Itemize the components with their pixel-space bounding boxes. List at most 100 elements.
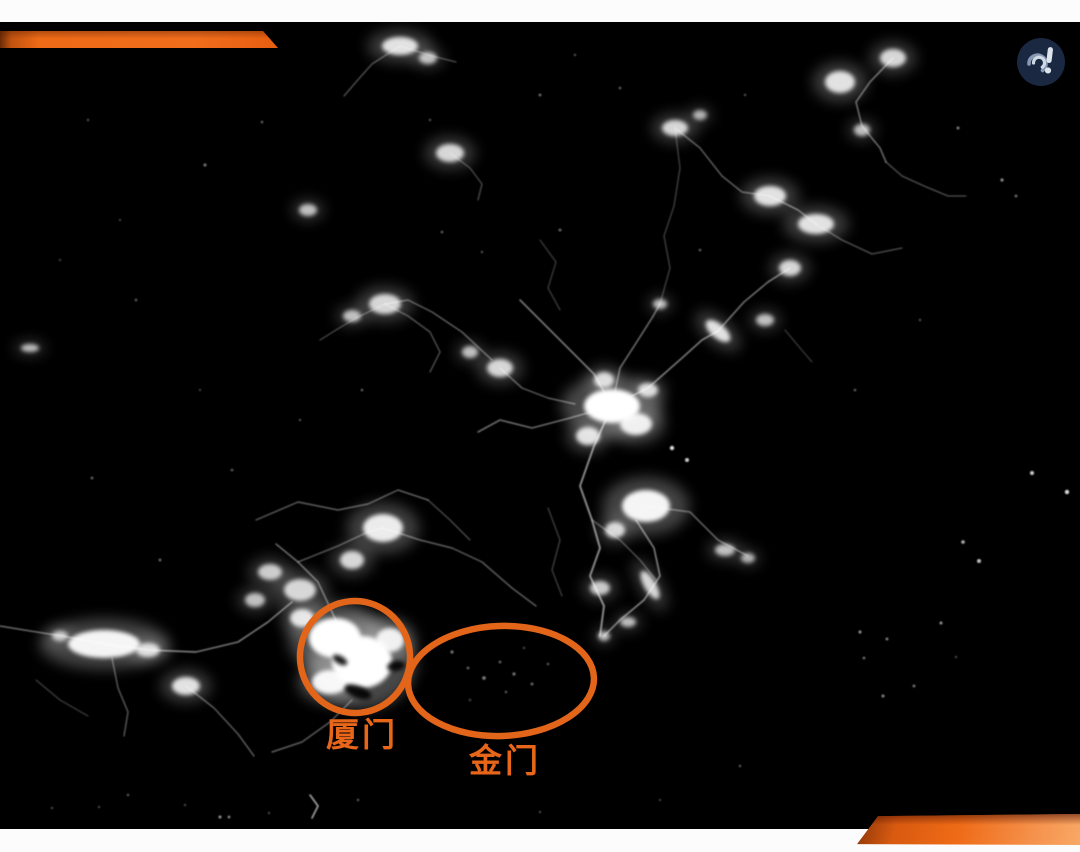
- light-dot: [97, 805, 101, 809]
- light-dot: [558, 228, 562, 232]
- light-dot: [203, 163, 207, 167]
- city-light-blob: [312, 670, 348, 694]
- water-shadow-layer: [332, 654, 405, 700]
- city-light-blob: [715, 544, 735, 556]
- road-segment: [885, 161, 967, 197]
- light-dot: [267, 811, 271, 815]
- city-light-blob: [590, 581, 610, 595]
- light-dot: [504, 690, 508, 694]
- xiamen-label: 厦门: [326, 716, 398, 753]
- road-segment: [784, 329, 813, 363]
- city-light-blob: [622, 490, 670, 522]
- light-dot: [853, 388, 857, 392]
- light-dot: [1064, 489, 1070, 495]
- exclamation-mark-icon: [1044, 47, 1053, 74]
- city-light-blob: [779, 260, 801, 276]
- road-segment: [659, 127, 681, 305]
- light-dot: [468, 698, 472, 702]
- city-light-blob: [172, 677, 200, 695]
- road-segment: [547, 507, 563, 597]
- city-light-blob: [825, 71, 855, 93]
- light-dot: [118, 218, 122, 222]
- city-light-blob: [693, 110, 707, 120]
- city-light-blob: [854, 124, 870, 136]
- road-segment: [539, 239, 561, 311]
- light-dot: [1030, 471, 1034, 475]
- road-segment: [111, 657, 129, 737]
- city-light-blob: [605, 522, 625, 538]
- light-dot: [738, 764, 742, 768]
- light-dot: [218, 815, 222, 819]
- light-dot: [977, 559, 981, 563]
- light-dot: [658, 798, 662, 802]
- city-light-blob: [741, 553, 755, 563]
- city-light-blob: [382, 37, 418, 55]
- city-light-blob: [638, 383, 658, 397]
- annotation-ellipses-layer: [296, 597, 598, 740]
- light-dot: [618, 86, 622, 90]
- light-dot: [885, 637, 889, 641]
- city-light-blob: [662, 120, 688, 136]
- roads-layer: [0, 45, 967, 819]
- city-light-blob: [68, 630, 140, 658]
- light-dot: [58, 258, 62, 262]
- road-segment: [35, 679, 89, 717]
- city-light-blob: [594, 372, 614, 388]
- road-segment: [309, 794, 319, 819]
- city-light-blob: [343, 310, 361, 322]
- city-lights-layer: [13, 29, 917, 709]
- road-segment: [579, 405, 613, 637]
- light-dot: [530, 682, 534, 686]
- light-dot: [698, 248, 702, 252]
- city-light-blob: [299, 204, 317, 216]
- city-light-blob: [754, 186, 786, 206]
- light-dot: [440, 230, 444, 234]
- city-light-blob: [340, 551, 364, 569]
- city-light-blob: [620, 413, 652, 435]
- light-dot: [912, 684, 916, 688]
- light-dot: [546, 662, 550, 666]
- light-dot: [90, 476, 94, 480]
- kinmen-label: 金门: [469, 742, 541, 779]
- light-dot: [356, 798, 360, 802]
- question-mark-inner-swirl-icon: [1031, 55, 1047, 69]
- top-orange-bar: [0, 31, 278, 48]
- light-dot: [961, 540, 965, 544]
- light-dot: [522, 646, 526, 650]
- light-dot: [862, 656, 866, 660]
- city-light-blob: [419, 52, 437, 64]
- road-segment: [855, 57, 894, 163]
- city-light-blob: [245, 593, 265, 607]
- city-light-blob: [436, 144, 464, 162]
- light-dot: [685, 458, 689, 462]
- light-dot: [538, 93, 542, 97]
- city-light-blob: [756, 314, 774, 326]
- city-light-blob: [487, 359, 513, 377]
- light-dot: [227, 815, 231, 819]
- city-light-blob: [705, 319, 731, 343]
- city-light-blob: [21, 344, 39, 352]
- city-light-blob: [369, 294, 401, 314]
- bottom-white-strip: [0, 829, 1080, 852]
- city-light-blob: [258, 564, 282, 580]
- logo-circle: [1017, 38, 1065, 86]
- light-dot: [158, 558, 162, 562]
- water-shadow-patch: [344, 684, 372, 700]
- light-dot: [183, 803, 187, 807]
- light-dot: [450, 650, 454, 654]
- city-light-blob: [798, 214, 834, 234]
- light-dot: [230, 468, 234, 472]
- light-dot: [360, 388, 364, 392]
- light-dot: [858, 630, 862, 634]
- light-dot: [538, 810, 542, 814]
- city-light-blob: [376, 628, 404, 652]
- light-dot: [480, 250, 484, 254]
- light-dot: [466, 666, 470, 670]
- city-light-blob: [880, 49, 906, 67]
- city-light-blob: [598, 631, 610, 641]
- light-dot: [881, 694, 885, 698]
- bottom-orange-bar: [857, 814, 1080, 845]
- city-light-blob: [363, 514, 403, 542]
- light-dot: [512, 672, 516, 676]
